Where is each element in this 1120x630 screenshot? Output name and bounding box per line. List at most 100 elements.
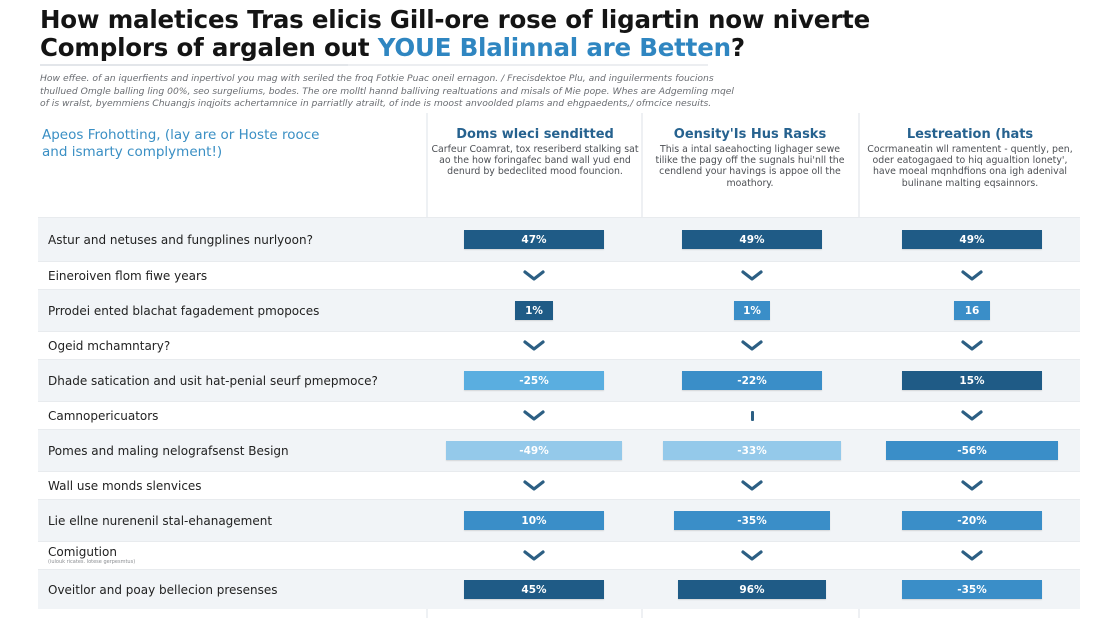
page-title: How maletices Tras elicis Gill-ore rose …	[40, 6, 940, 62]
table-cell: 96%	[652, 570, 852, 609]
table-cell: -20%	[872, 500, 1072, 541]
title-line-2-suffix: ?	[730, 33, 745, 62]
table-row: Dhade satication and usit hat-penial seu…	[38, 359, 1080, 401]
table-cell: 49%	[872, 218, 1072, 261]
row-label: Eineroiven flom fiwe years	[38, 269, 426, 283]
table-cell	[434, 402, 634, 429]
row-label: Dhade satication and usit hat-penial seu…	[38, 374, 426, 388]
value-bar: -22%	[682, 371, 822, 390]
intro-paragraph: How effee. of an iquerfients and inperti…	[40, 73, 734, 109]
row-label: Oveitlor and poay bellecion presenses	[38, 583, 426, 597]
title-accent: YOUE Blalinnal are Betten	[377, 33, 731, 62]
value-bar: 1%	[515, 301, 553, 320]
value-bar: 96%	[678, 580, 826, 599]
row-label: Wall use monds slenvices	[38, 479, 426, 493]
partial-mark-icon	[750, 410, 754, 421]
chevron-check-icon	[741, 479, 763, 492]
table-cell	[872, 262, 1072, 289]
row-label: Ogeid mchamntary?	[38, 339, 426, 353]
table-cell	[652, 332, 852, 359]
title-line-1: How maletices Tras elicis Gill-ore rose …	[40, 5, 871, 34]
table-cell: -35%	[872, 570, 1072, 609]
value-bar: 16	[954, 301, 990, 320]
row-label: Comigution (iulouk ricates. lotese gerpes…	[38, 545, 426, 566]
value-bar: 49%	[682, 230, 822, 249]
value-bar: -56%	[886, 441, 1058, 460]
table-cell	[652, 262, 852, 289]
table-row: Wall use monds slenvices	[38, 471, 1080, 499]
row-sublabel: (iulouk ricates. lotese gerpesmtus)	[48, 559, 136, 565]
chevron-check-icon	[523, 409, 545, 422]
table-cell: 10%	[434, 500, 634, 541]
table-row: Ogeid mchamntary?	[38, 331, 1080, 359]
table-row: Oveitlor and poay bellecion presenses 45%…	[38, 569, 1080, 609]
table-cell	[872, 542, 1072, 569]
value-bar: -49%	[446, 441, 622, 460]
row-label-text: Camnopericuators	[48, 408, 159, 423]
table-cell	[434, 472, 634, 499]
row-label: Astur and netuses and fungplines nurlyoo…	[38, 233, 426, 247]
value-bar: 45%	[464, 580, 604, 599]
table-row: Astur and netuses and fungplines nurlyoo…	[38, 217, 1080, 261]
row-label-text: Pomes and maling nelografsenst Besign	[48, 443, 289, 458]
table-row: Lie ellne nurenenil stal-ehanagement 10% -…	[38, 499, 1080, 541]
row-label-text: Wall use monds slenvices	[48, 478, 202, 493]
value-bar: 15%	[902, 371, 1042, 390]
table-cell: -33%	[652, 430, 852, 471]
row-label: Pomes and maling nelografsenst Besign	[38, 444, 426, 458]
value-bar: 47%	[464, 230, 604, 249]
row-label-text: Comigution	[48, 545, 117, 559]
column-description: This a intal saeahocting lighager sewe t…	[655, 144, 845, 189]
chevron-check-icon	[523, 339, 545, 352]
row-label: Camnopericuators	[38, 409, 426, 423]
column-description: Carfeur Coamrat, tox reseriberd stalking…	[431, 144, 639, 178]
table-cell: -49%	[434, 430, 634, 471]
chevron-check-icon	[523, 269, 545, 282]
row-label: Lie ellne nurenenil stal-ehanagement	[38, 514, 426, 528]
table-cell	[872, 472, 1072, 499]
value-bar: -33%	[663, 441, 841, 460]
row-label-text: Prrodei ented blachat fagadement pmopoce…	[48, 303, 320, 318]
table-cell	[872, 332, 1072, 359]
table-cell	[434, 332, 634, 359]
table-cell	[434, 262, 634, 289]
chevron-check-icon	[961, 479, 983, 492]
table-cell	[434, 542, 634, 569]
table-cell: 16	[872, 290, 1072, 331]
chevron-check-icon	[961, 339, 983, 352]
chevron-check-icon	[523, 549, 545, 562]
table-cell	[652, 402, 852, 429]
column-description: Cocrmaneatin wll ramentent - quently, pe…	[867, 144, 1073, 189]
column-header-2: Oensity'Is Hus Rasks This a intal saeaho…	[648, 127, 852, 189]
table-cell: 1%	[652, 290, 852, 331]
table-cell	[652, 542, 852, 569]
value-bar: 49%	[902, 230, 1042, 249]
column-title: Doms wleci senditted	[456, 127, 614, 142]
title-line-2-prefix: Complors of argalen out	[40, 33, 378, 62]
chevron-check-icon	[961, 409, 983, 422]
table-cell: 1%	[434, 290, 634, 331]
chevron-check-icon	[961, 549, 983, 562]
table-cell: -35%	[652, 500, 852, 541]
table-cell	[872, 402, 1072, 429]
row-label-text: Lie ellne nurenenil stal-ehanagement	[48, 513, 273, 528]
chevron-check-icon	[741, 269, 763, 282]
value-bar: -35%	[902, 580, 1042, 599]
table-cell: -56%	[872, 430, 1072, 471]
column-header-1: Doms wleci senditted Carfeur Coamrat, to…	[430, 127, 640, 178]
chevron-check-icon	[741, 549, 763, 562]
value-bar: 10%	[464, 511, 604, 530]
column-title: Oensity'Is Hus Rasks	[673, 127, 827, 142]
chevron-check-icon	[741, 339, 763, 352]
table-row: Prrodei ented blachat fagadement pmopoce…	[38, 289, 1080, 331]
row-header-label: Apeos Frohotting, (lay are or Hoste rooc…	[42, 127, 320, 160]
table-cell: 15%	[872, 360, 1072, 401]
title-divider-faint	[348, 64, 708, 66]
row-label-text: Astur and netuses and fungplines nurlyoo…	[48, 232, 313, 247]
table-row: Comigution (iulouk ricates. lotese gerpes…	[38, 541, 1080, 569]
chevron-check-icon	[961, 269, 983, 282]
column-header-3: Lestreation (hats Cocrmaneatin wll ramen…	[866, 127, 1074, 189]
chevron-check-icon	[523, 479, 545, 492]
table-cell: 49%	[652, 218, 852, 261]
